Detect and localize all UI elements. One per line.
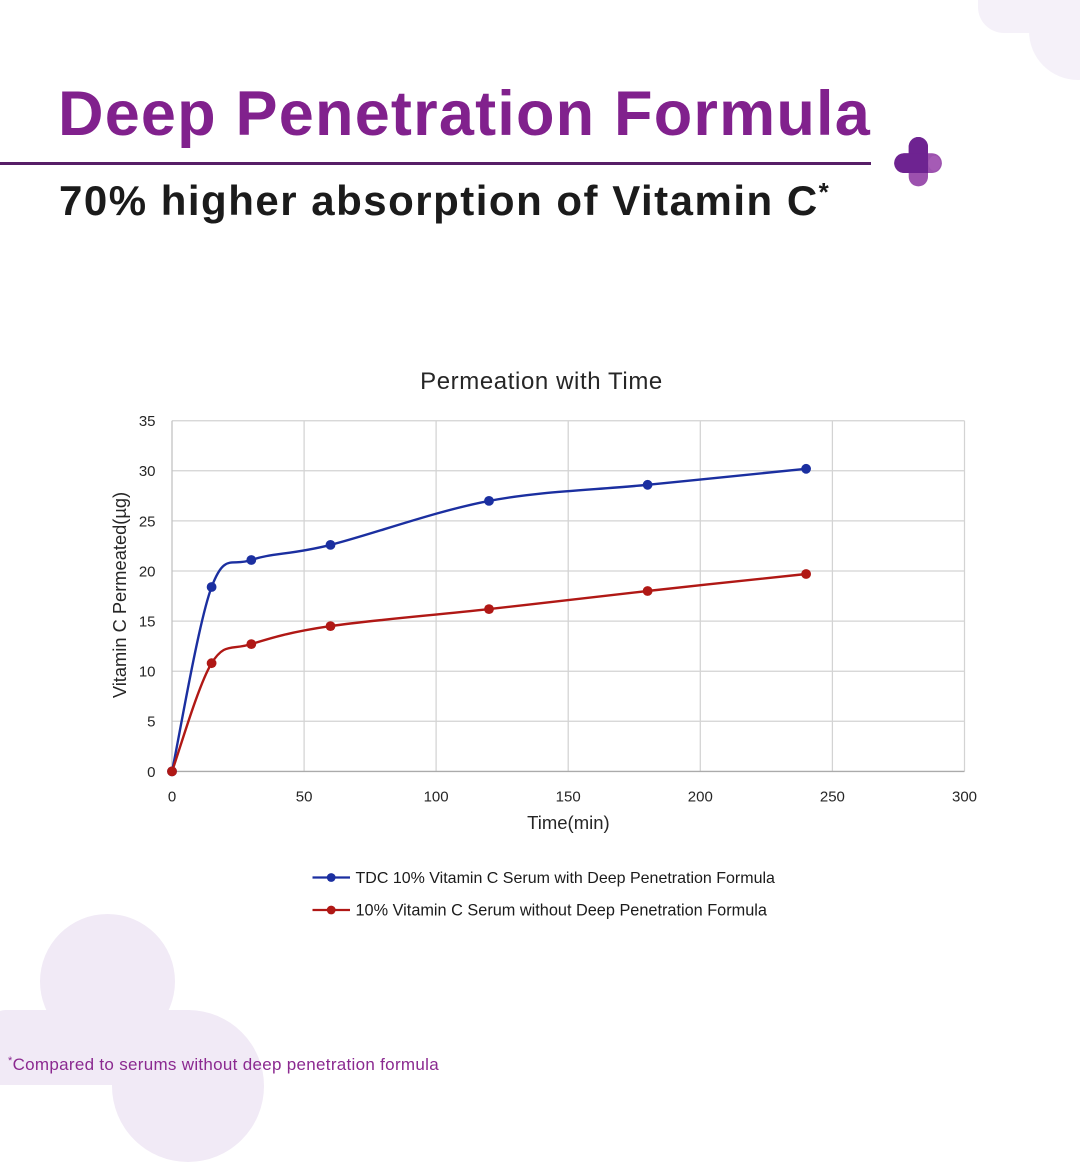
svg-text:30: 30 [139,463,156,480]
svg-text:Vitamin C Permeated(µg): Vitamin C Permeated(µg) [109,492,130,698]
svg-text:Time(min): Time(min) [527,812,610,833]
svg-text:TDC 10% Vitamin C Serum with D: TDC 10% Vitamin C Serum with Deep Penetr… [356,870,776,887]
svg-text:10% Vitamin C Serum without De: 10% Vitamin C Serum without Deep Penetra… [356,902,768,920]
svg-text:0: 0 [147,764,155,781]
svg-text:35: 35 [139,413,156,430]
svg-text:150: 150 [556,789,581,806]
svg-text:25: 25 [139,513,156,530]
svg-text:20: 20 [139,563,156,580]
svg-text:15: 15 [139,614,156,631]
svg-text:300: 300 [952,789,977,806]
svg-text:100: 100 [424,789,449,806]
svg-text:Permeation with Time: Permeation with Time [420,368,663,395]
svg-text:5: 5 [147,714,155,731]
svg-text:50: 50 [296,789,313,806]
svg-text:250: 250 [820,789,845,806]
svg-text:0: 0 [168,789,176,806]
svg-text:200: 200 [688,789,713,806]
svg-text:10: 10 [139,664,156,681]
